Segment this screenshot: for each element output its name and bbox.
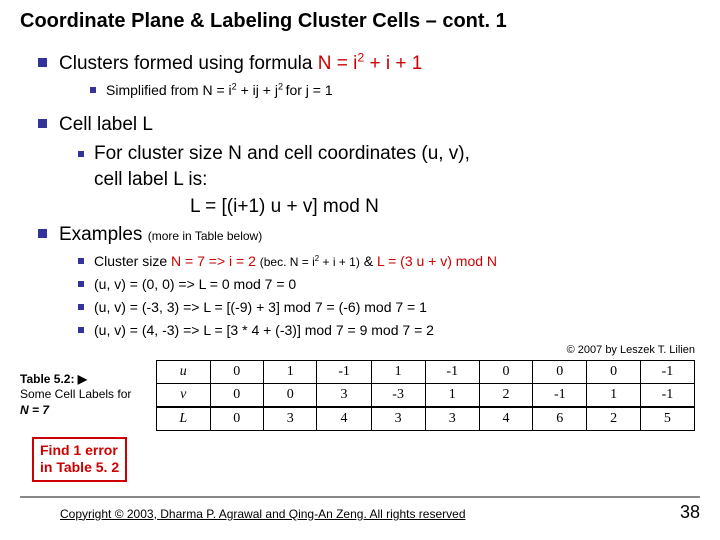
table-cell: 0 <box>210 383 263 407</box>
table-cell: 1 <box>425 383 479 407</box>
bullet-simplified: Simplified from N = i2 + ij + j2 for j =… <box>90 81 700 100</box>
b3-paren: (more in Table below) <box>148 229 263 243</box>
table-cell: 0 <box>533 360 587 383</box>
b3-s2: (u, v) = (0, 0) => L = 0 mod 7 = 0 <box>94 275 296 294</box>
table-cell: 6 <box>533 407 587 431</box>
bullet-clusters: Clusters formed using formula N = i2 + i… <box>38 51 700 77</box>
b1-sub-tail: for j = 1 <box>286 82 333 98</box>
footer: Copyright © 2003, Dharma P. Agrawal and … <box>0 498 720 523</box>
b3-s3: (u, v) = (-3, 3) => L = [(-9) + 3] mod 7… <box>94 298 427 317</box>
table-cell: -1 <box>425 360 479 383</box>
bullet-icon <box>38 58 47 67</box>
b2-line1b: cell label L is: <box>94 169 207 190</box>
table-cell: 4 <box>479 407 532 431</box>
table-cell: -1 <box>640 383 694 407</box>
slide-title: Coordinate Plane & Labeling Cluster Cell… <box>20 10 700 33</box>
bullet-icon <box>78 258 84 264</box>
bullet-cell-label: Cell label L <box>38 112 700 138</box>
copyright-lilien: © 2007 by Leszek T. Lilien <box>20 344 695 356</box>
table-cell: L <box>157 407 211 431</box>
table-cell: 1 <box>587 383 640 407</box>
bullet-icon <box>38 229 47 238</box>
table-cell: 0 <box>587 360 640 383</box>
table-cell: 1 <box>371 360 425 383</box>
b3-s1a: Cluster size <box>94 253 171 269</box>
table-caption: Table 5.2: ▶ Some Cell Labels for N = 7 <box>20 372 156 419</box>
table-cell: 0 <box>210 407 263 431</box>
table-cell: 0 <box>479 360 532 383</box>
table-cell: 4 <box>317 407 371 431</box>
table-cell: -1 <box>640 360 694 383</box>
footer-copyright: Copyright © 2003, Dharma P. Agrawal and … <box>60 507 466 521</box>
table-cell: 3 <box>425 407 479 431</box>
b3-s1b: N = 7 => i = 2 <box>171 253 260 269</box>
bullet-ex1: Cluster size N = 7 => i = 2 (bec. N = i2… <box>78 252 700 271</box>
table-cell: v <box>157 383 211 407</box>
b1-lead: Clusters formed using formula <box>59 53 318 74</box>
table-cell: 2 <box>479 383 532 407</box>
b3-heading: Examples <box>59 224 148 245</box>
bullet-for-cluster: For cluster size N and cell coordinates … <box>78 141 700 192</box>
b2-formula: L = [(i+1) u + v] mod N <box>190 196 700 218</box>
b2-heading: Cell label L <box>59 112 153 138</box>
table-cell: u <box>157 360 211 383</box>
cell-label-table: u01-11-1000-1v003-312-11-1L034334625 <box>156 360 695 431</box>
table-5-2: Table 5.2: ▶ Some Cell Labels for N = 7 … <box>20 360 695 431</box>
page-number: 38 <box>680 502 700 523</box>
b3-s4: (u, v) = (4, -3) => L = [3 * 4 + (-3)] m… <box>94 321 434 340</box>
table-cell: 0 <box>210 360 263 383</box>
table-cell: 3 <box>264 407 317 431</box>
bullet-ex2: (u, v) = (0, 0) => L = 0 mod 7 = 0 <box>78 275 700 294</box>
table-cell: 5 <box>640 407 694 431</box>
table-cell: 3 <box>317 383 371 407</box>
bullet-ex4: (u, v) = (4, -3) => L = [3 * 4 + (-3)] m… <box>78 321 700 340</box>
b3-s1c: (bec. N = i2 + i + 1) <box>260 255 360 269</box>
bullet-icon <box>78 151 84 157</box>
bullet-icon <box>90 87 96 93</box>
find-error-note: Find 1 error in Table 5. 2 <box>32 437 127 482</box>
b1-sub-lead: Simplified from N = i <box>106 82 232 98</box>
table-cell: 1 <box>264 360 317 383</box>
b1-formula: N = i2 + i + 1 <box>318 53 423 74</box>
bullet-icon <box>78 304 84 310</box>
bullet-icon <box>78 327 84 333</box>
table-cell: -1 <box>317 360 371 383</box>
b2-line1a: For cluster size N and cell coordinates … <box>94 143 470 164</box>
table-cell: 3 <box>371 407 425 431</box>
b1-sub-mid: + ij + j <box>237 82 278 98</box>
bullet-icon <box>38 119 47 128</box>
table-cell: -3 <box>371 383 425 407</box>
table-cell: -1 <box>533 383 587 407</box>
b3-s1e: L = (3 u + v) mod N <box>377 253 497 269</box>
bullet-icon <box>78 281 84 287</box>
table-cell: 0 <box>264 383 317 407</box>
b3-s1d: & <box>360 253 377 269</box>
bullet-ex3: (u, v) = (-3, 3) => L = [(-9) + 3] mod 7… <box>78 298 700 317</box>
bullet-examples: Examples (more in Table below) <box>38 222 700 248</box>
table-cell: 2 <box>587 407 640 431</box>
